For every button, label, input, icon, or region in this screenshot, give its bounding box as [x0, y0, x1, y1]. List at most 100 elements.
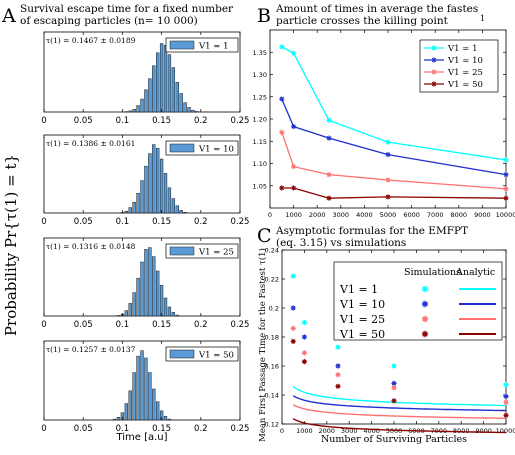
- simulation-point: [335, 344, 341, 350]
- histogram-bar: [116, 315, 121, 317]
- x-tick-label: 9000: [474, 211, 491, 219]
- legend-label: V1 = 25: [339, 313, 385, 326]
- simulation-point: [391, 380, 397, 386]
- simulation-point: [301, 319, 307, 326]
- histogram-bar: [136, 105, 140, 113]
- simulation-point: [301, 334, 307, 340]
- x-tick-label: 0.15: [152, 320, 171, 330]
- x-tick-label: 10000: [496, 211, 515, 219]
- histogram-bar: [148, 372, 152, 421]
- y-tick-label: 1.30: [253, 71, 267, 79]
- histogram-bar: [148, 153, 152, 214]
- histogram-bar: [179, 93, 183, 113]
- series-point: [326, 135, 332, 141]
- x-tick-label: 0: [41, 320, 46, 330]
- x-tick-label: 1000: [285, 211, 302, 219]
- simulation-point: [290, 338, 296, 344]
- legend-marker: [431, 45, 437, 51]
- histogram-bar: [124, 310, 128, 317]
- x-tick-label: 0.2: [194, 217, 208, 227]
- x-tick-label: 8000: [453, 427, 470, 435]
- series-point: [326, 195, 332, 201]
- x-tick-label: 4000: [356, 211, 373, 219]
- series-point: [385, 152, 391, 158]
- analytic-curve: [292, 385, 506, 407]
- histogram-bar: [144, 89, 148, 113]
- histogram-bar: [132, 108, 136, 113]
- histogram-bar: [187, 107, 191, 113]
- histogram-bar: [175, 205, 179, 214]
- analytic-curve: [292, 418, 507, 434]
- simulation-point: [503, 399, 509, 405]
- panel-c-title-line2: (eq. 3.15) vs simulations: [276, 237, 406, 249]
- histogram-bar: [191, 109, 195, 113]
- histogram-bar: [128, 110, 132, 113]
- histogram-bar: [171, 198, 176, 214]
- histogram-bar: [136, 192, 140, 214]
- legend-sim-marker: [421, 285, 429, 293]
- histogram-bar: [183, 102, 187, 113]
- x-tick-label: 7000: [427, 211, 444, 219]
- panel-c: C Asymptotic formulas for the EMFPT(eq. 3…: [257, 225, 515, 445]
- histogram-bar: [171, 312, 176, 317]
- x-tick-label: 0: [268, 211, 272, 219]
- x-tick-label: 5000: [380, 211, 397, 219]
- series-point: [385, 139, 391, 145]
- histogram-bar: [128, 390, 132, 421]
- histogram-bar: [144, 249, 148, 317]
- x-tick-label: 8000: [451, 211, 468, 219]
- series-point: [385, 177, 391, 183]
- x-tick-label: 0: [41, 424, 46, 434]
- tau-annotation: τ(1) = 0.1316 ± 0.0148: [46, 242, 136, 251]
- histogram-bar: [124, 210, 128, 214]
- tau-annotation: τ(1) = 0.1467 ± 0.0189: [46, 36, 136, 45]
- histogram-bar: [156, 52, 160, 113]
- y-tick-label: 0.12: [265, 421, 279, 429]
- y-tick-label: 0.2: [269, 305, 279, 313]
- histogram-bar: [144, 165, 148, 214]
- legend-swatch: [169, 40, 195, 50]
- histogram-subplot-4: 0 0.05 0.1 0.15 0.2 0.25 τ(1) = 0.1257 ± 0.013…: [41, 340, 250, 434]
- histogram-bar: [140, 180, 144, 214]
- series-point: [326, 172, 332, 178]
- panel-c-ylabel: Mean First Passage Time for the Fastest …: [257, 248, 268, 442]
- legend-swatch: [169, 246, 195, 256]
- legend-label: V1 = 1: [198, 42, 228, 52]
- simulation-point: [335, 363, 341, 369]
- histogram-bar: [183, 212, 187, 214]
- panel-c-xlabel: Number of Surviving Particles: [321, 434, 467, 445]
- histogram-bar: [148, 78, 152, 113]
- histogram-bar: [159, 158, 164, 214]
- legend-label: V1 = 10: [339, 298, 385, 311]
- histogram-bar: [140, 98, 144, 113]
- series-point: [279, 185, 285, 191]
- histogram-bar: [159, 285, 164, 317]
- histogram-bar: [128, 303, 132, 317]
- panel-a-title-line1: Survival escape time for a fixed number: [20, 3, 234, 15]
- panel-b-stray-mark: 1: [480, 14, 485, 23]
- legend-sim-marker: [421, 300, 429, 308]
- panel-a-ylabel: Probability Pr{τ(1) = t}: [2, 154, 20, 336]
- y-tick-label: 1.15: [253, 138, 267, 146]
- tau-annotation: τ(1) = 0.1386 ± 0.0161: [46, 139, 135, 148]
- histogram-bar: [152, 388, 156, 421]
- series-point: [291, 164, 297, 170]
- x-tick-label: 9000: [475, 427, 492, 435]
- legend-label: V1 = 50: [198, 351, 234, 361]
- y-tick-label: 1.25: [253, 93, 267, 101]
- y-tick-label: 1.10: [253, 160, 267, 168]
- y-tick-label: 1.20: [253, 116, 267, 124]
- simulation-point: [290, 273, 296, 279]
- x-tick-label: 0.25: [231, 424, 250, 434]
- panel-a: A Survival escape time for a fixed number…: [1, 3, 249, 443]
- x-tick-label: 0.2: [194, 116, 208, 126]
- histogram-bar: [132, 201, 136, 214]
- histogram-bar: [195, 111, 199, 113]
- y-tick-label: 0.22: [265, 276, 279, 284]
- legend-swatch: [169, 349, 195, 359]
- panel-b-title-line1: Amount of times in average the fastes: [275, 3, 478, 15]
- x-tick-label: 5000: [386, 427, 403, 435]
- legend-label: V1 = 25: [447, 68, 483, 78]
- x-tick-label: 0.25: [231, 320, 250, 330]
